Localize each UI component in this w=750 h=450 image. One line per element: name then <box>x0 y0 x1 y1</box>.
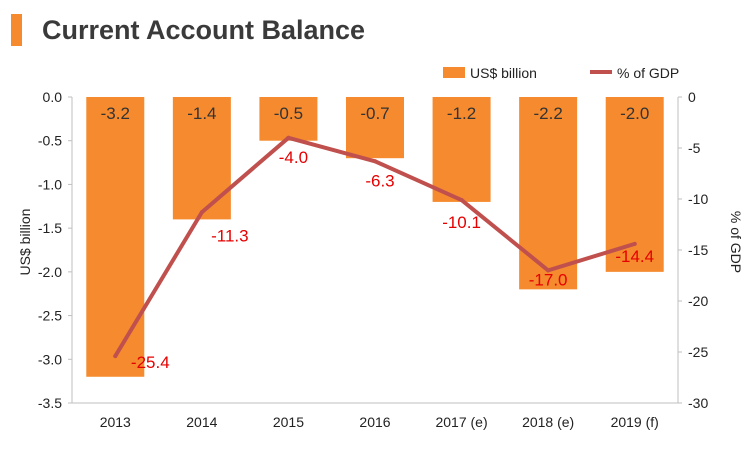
category-labels: 2013 2014 2015 2016 2017 (e) 2018 (e) 2019 (f) <box>100 414 659 430</box>
bar-data-label: -3.2 <box>101 104 130 123</box>
legend-label-line: % of GDP <box>617 65 679 81</box>
legend-swatch-bar <box>443 67 465 78</box>
y-tick-label: -2.5 <box>38 308 62 324</box>
y2-tick-label: -5 <box>688 140 701 156</box>
y2-tick-label: -15 <box>688 242 708 258</box>
line-point <box>286 135 291 140</box>
category-label: 2017 (e) <box>435 414 487 430</box>
y-tick-label: -1.5 <box>38 220 62 236</box>
y-tick-label: -3.5 <box>38 395 62 411</box>
category-label: 2019 (f) <box>611 414 659 430</box>
category-label: 2016 <box>359 414 390 430</box>
bar-data-label: -1.4 <box>187 104 216 123</box>
bar <box>519 97 578 290</box>
y-tick-label: -2.0 <box>38 264 62 280</box>
y-axis-label: US$ billion <box>17 209 33 276</box>
bar-data-labels: -3.2 -1.4 -0.5 -0.7 -1.2 -2.2 -2.0 <box>101 104 650 123</box>
bar-data-label: -2.0 <box>620 104 649 123</box>
chart-title: Current Account Balance <box>42 15 365 45</box>
line-series <box>113 135 637 359</box>
line-data-label: -17.0 <box>529 270 568 289</box>
line-point <box>632 241 637 246</box>
line-point <box>546 268 551 273</box>
y2-tick-label: -20 <box>688 293 708 309</box>
legend: US$ billion % of GDP <box>443 65 679 81</box>
category-label: 2013 <box>100 414 131 430</box>
y2-tick-label: -25 <box>688 344 708 360</box>
y-tick-label: -1.0 <box>38 176 62 192</box>
line-data-label: -11.3 <box>211 226 249 245</box>
line-data-label: -14.4 <box>615 247 654 266</box>
y2-tick-label: -30 <box>688 395 708 411</box>
line-point <box>459 198 464 203</box>
y-tick-label: -0.5 <box>38 133 62 149</box>
bar-data-label: -0.7 <box>360 104 389 123</box>
y2-tick-label: 0 <box>688 89 696 105</box>
title-accent-bar <box>11 14 22 46</box>
bar-data-label: -1.2 <box>447 104 476 123</box>
line-data-label: -25.4 <box>131 353 170 372</box>
category-label: 2018 (e) <box>522 414 574 430</box>
bar <box>259 97 318 141</box>
y2-axis-label: % of GDP <box>728 211 744 273</box>
bar <box>432 97 491 202</box>
line-data-label: -6.3 <box>365 171 394 190</box>
line-data-label: -10.1 <box>442 213 481 232</box>
y2-axis-ticks: 0 -5 -10 -15 -20 -25 -30 <box>678 89 708 411</box>
y-axis-ticks: 0.0 -0.5 -1.0 -1.5 -2.0 -2.5 -3.0 -3.5 <box>38 89 72 411</box>
bar <box>86 97 145 377</box>
line-data-label: -4.0 <box>279 148 308 167</box>
category-label: 2014 <box>186 414 217 430</box>
bar-data-label: -2.2 <box>533 104 562 123</box>
line-point <box>373 159 377 164</box>
line-data-labels: -25.4 -11.3 -4.0 -6.3 -10.1 -17.0 -14.4 <box>131 148 654 372</box>
bar <box>346 97 404 159</box>
line-point <box>113 354 118 359</box>
bar-data-label: -0.5 <box>274 104 303 123</box>
bar <box>172 97 231 220</box>
bar-series <box>86 97 664 377</box>
y-tick-label: -3.0 <box>38 351 62 367</box>
y-tick-label: 0.0 <box>43 89 63 105</box>
y2-tick-label: -10 <box>688 191 708 207</box>
line-point <box>199 210 204 215</box>
category-label: 2015 <box>273 414 304 430</box>
legend-label-bar: US$ billion <box>470 65 537 81</box>
